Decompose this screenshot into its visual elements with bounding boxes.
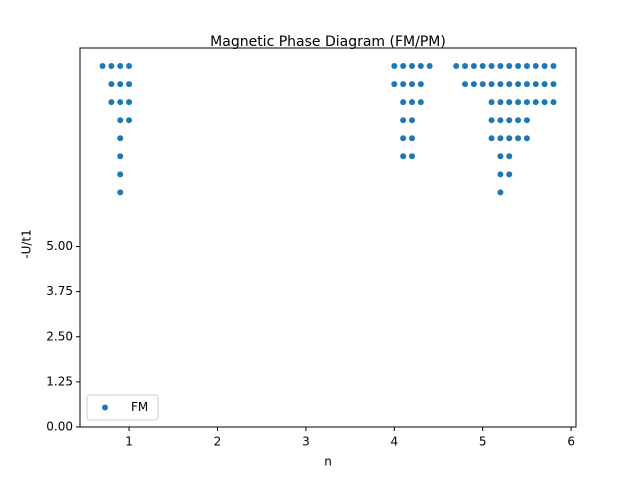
point <box>470 63 477 70</box>
point <box>515 81 522 88</box>
point <box>523 99 530 106</box>
point <box>523 81 530 88</box>
x-tick-label: 1 <box>125 435 133 449</box>
point <box>523 63 530 70</box>
legend-marker <box>102 404 108 411</box>
point <box>417 63 424 70</box>
y-tick-label: 0.00 <box>46 420 73 434</box>
point <box>462 63 469 70</box>
point <box>470 81 477 88</box>
point <box>488 81 495 88</box>
point <box>506 171 513 178</box>
point <box>550 99 557 106</box>
point <box>400 63 407 70</box>
point <box>497 189 504 196</box>
point <box>462 81 469 88</box>
point <box>99 63 106 70</box>
point <box>453 63 460 70</box>
point <box>108 81 115 88</box>
point <box>408 99 415 106</box>
point <box>488 99 495 106</box>
point <box>117 63 124 70</box>
x-tick-label: 4 <box>390 435 398 449</box>
y-tick-label: 2.50 <box>46 329 73 343</box>
point <box>417 99 424 106</box>
point <box>506 99 513 106</box>
point <box>523 117 530 124</box>
point <box>408 117 415 124</box>
point <box>391 63 398 70</box>
point <box>426 63 433 70</box>
point <box>497 171 504 178</box>
point <box>400 117 407 124</box>
point <box>506 153 513 160</box>
point <box>541 99 548 106</box>
legend-box <box>86 394 159 421</box>
point <box>400 99 407 106</box>
x-tick-label: 6 <box>567 435 575 449</box>
point <box>117 99 124 106</box>
point <box>506 117 513 124</box>
point <box>479 63 486 70</box>
y-axis-label: -U/t1 <box>20 229 34 259</box>
point <box>126 117 133 124</box>
x-tick-label: 2 <box>214 435 222 449</box>
point <box>391 81 398 88</box>
point <box>497 135 504 142</box>
x-tick-label: 5 <box>479 435 487 449</box>
point <box>108 63 115 70</box>
point <box>515 63 522 70</box>
point <box>550 81 557 88</box>
point <box>126 63 133 70</box>
point <box>515 135 522 142</box>
point <box>400 81 407 88</box>
point <box>497 81 504 88</box>
y-tick-label: 5.00 <box>46 239 73 253</box>
point <box>400 153 407 160</box>
point <box>488 135 495 142</box>
point <box>479 81 486 88</box>
point <box>497 99 504 106</box>
legend-label: FM <box>131 400 148 414</box>
point <box>117 189 124 196</box>
plot-frame <box>79 47 577 428</box>
point <box>108 99 115 106</box>
point <box>515 99 522 106</box>
point <box>117 171 124 178</box>
point <box>497 117 504 124</box>
point <box>408 81 415 88</box>
point <box>532 99 539 106</box>
point <box>488 117 495 124</box>
point <box>523 135 530 142</box>
point <box>532 81 539 88</box>
point <box>408 63 415 70</box>
point <box>532 63 539 70</box>
point <box>515 117 522 124</box>
point <box>117 81 124 88</box>
point <box>488 63 495 70</box>
chart-title: Magnetic Phase Diagram (FM/PM) <box>210 34 446 50</box>
point <box>408 153 415 160</box>
point <box>541 81 548 88</box>
point <box>417 81 424 88</box>
point <box>126 81 133 88</box>
point <box>497 63 504 70</box>
point <box>117 153 124 160</box>
point <box>400 135 407 142</box>
x-tick-label: 3 <box>302 435 310 449</box>
point <box>117 135 124 142</box>
point <box>497 153 504 160</box>
y-tick-label: 3.75 <box>46 284 73 298</box>
point <box>506 81 513 88</box>
point <box>541 63 548 70</box>
point <box>506 63 513 70</box>
x-axis-label: n <box>324 455 332 469</box>
point <box>126 99 133 106</box>
point <box>408 135 415 142</box>
point <box>550 63 557 70</box>
point <box>117 117 124 124</box>
y-tick-label: 1.25 <box>46 374 73 388</box>
point <box>506 135 513 142</box>
